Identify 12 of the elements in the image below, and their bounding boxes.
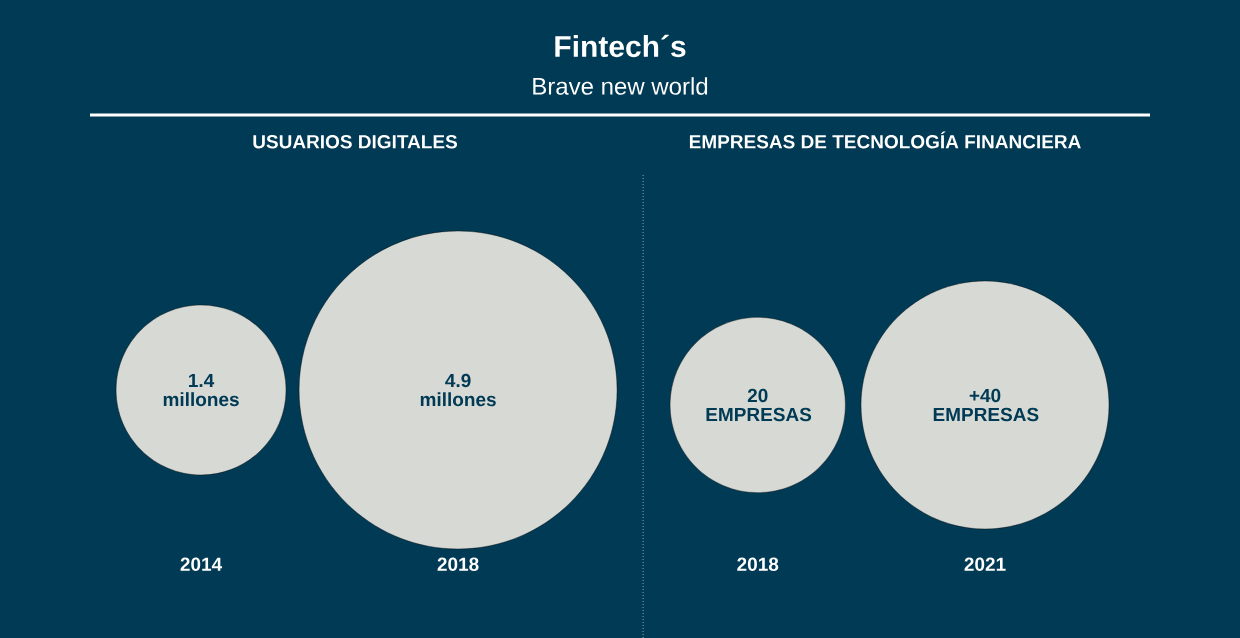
data-label: 1.4 millones: [163, 373, 239, 407]
text: USUARIOS DIGITALES: [253, 135, 458, 149]
text: Fintech´s: [555, 34, 686, 58]
data-label: 4.9 millones: [420, 373, 496, 407]
category-label: 2018: [737, 557, 779, 571]
category-label: 2021: [964, 557, 1006, 571]
data-label: +40 EMPRESAS: [933, 388, 1039, 422]
data-label: 20 EMPRESAS: [706, 388, 812, 422]
category-label: 2014: [180, 557, 223, 571]
text: EMPRESAS DE TECNOLOGÍA FINANCIERA: [689, 131, 1081, 149]
text: Brave new world: [533, 77, 708, 95]
category-label: 2018: [437, 557, 479, 571]
